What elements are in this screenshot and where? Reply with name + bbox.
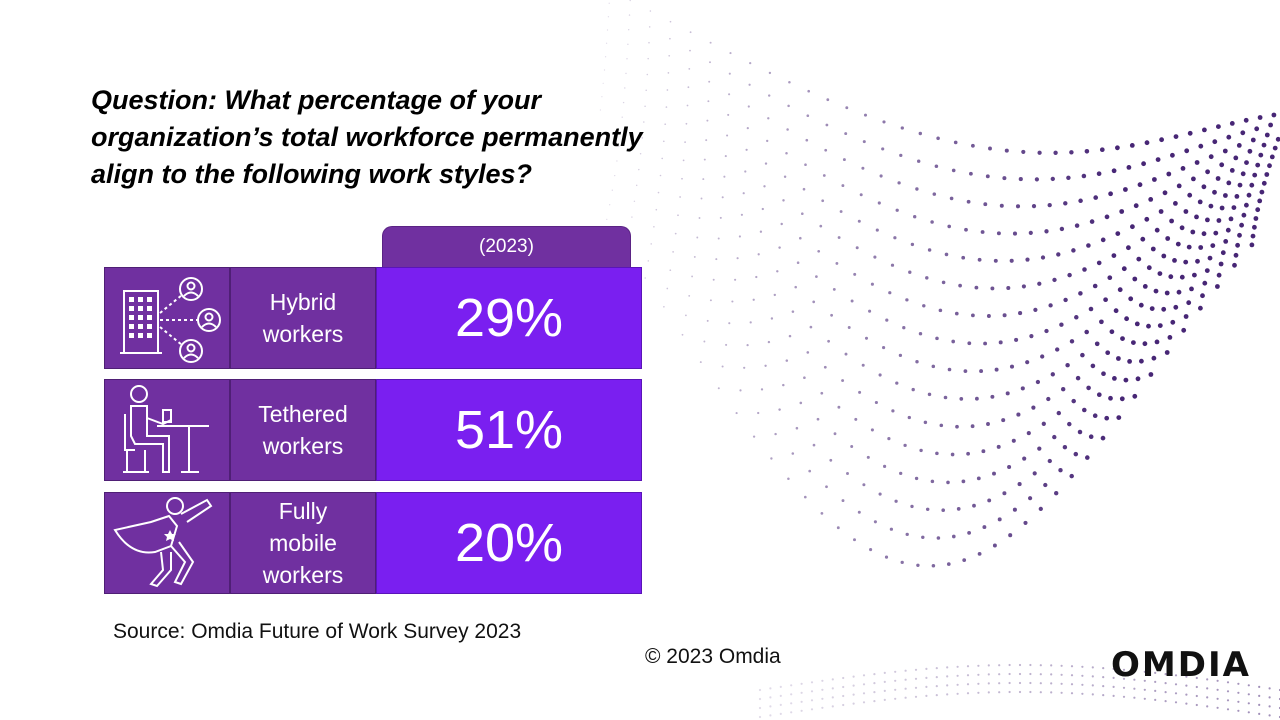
superhero-icon	[113, 497, 213, 588]
value-cell: 51%	[376, 379, 642, 481]
row-label-line: Tethered	[258, 401, 348, 427]
desk-worker-icon	[123, 385, 209, 473]
value-cell: 29%	[376, 267, 642, 369]
row-label-line: Fully	[278, 498, 328, 524]
row-label: Tethered workers	[230, 379, 376, 481]
row-label: Fully mobile workers	[230, 492, 376, 594]
logo-text: OMDIA	[1111, 645, 1251, 685]
question-line: align to the following work styles?	[91, 159, 533, 189]
icon-cell	[104, 492, 230, 594]
row-label: Hybrid workers	[230, 267, 376, 369]
icon-cell	[104, 379, 230, 481]
row-label-line: workers	[262, 321, 344, 347]
question-line: organization’s total workforce permanent…	[91, 122, 643, 152]
row-label-line: workers	[262, 433, 344, 459]
row-label-line: mobile	[269, 530, 337, 556]
omdia-logo: OMDIA	[1111, 645, 1251, 685]
source-note: Source: Omdia Future of Work Survey 2023	[113, 620, 522, 643]
copyright-note: © 2023 Omdia	[645, 645, 781, 668]
row-label-line: workers	[262, 562, 344, 588]
question-heading: Question: What percentage of your organi…	[91, 82, 711, 193]
hybrid-worker-icon	[120, 277, 221, 363]
icon-cell	[104, 267, 230, 369]
value-cell: 20%	[376, 492, 642, 594]
year-column-header: (2023)	[382, 226, 631, 267]
row-label-line: Hybrid	[269, 289, 337, 315]
question-line: Question: What percentage of your	[91, 85, 542, 115]
